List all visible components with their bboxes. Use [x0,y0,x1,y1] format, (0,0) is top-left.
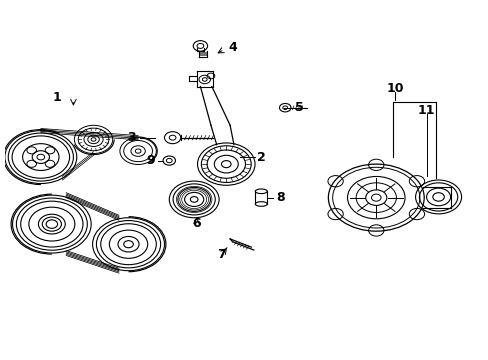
Text: 4: 4 [228,41,237,54]
Text: 9: 9 [146,154,155,167]
Text: 11: 11 [417,104,434,117]
Text: 7: 7 [217,248,226,261]
Text: 10: 10 [386,82,404,95]
Text: 2: 2 [256,150,265,163]
Text: 1: 1 [52,91,61,104]
Text: 6: 6 [192,217,201,230]
Text: 5: 5 [295,101,304,114]
Text: 3: 3 [127,131,136,144]
Text: 8: 8 [276,191,284,204]
